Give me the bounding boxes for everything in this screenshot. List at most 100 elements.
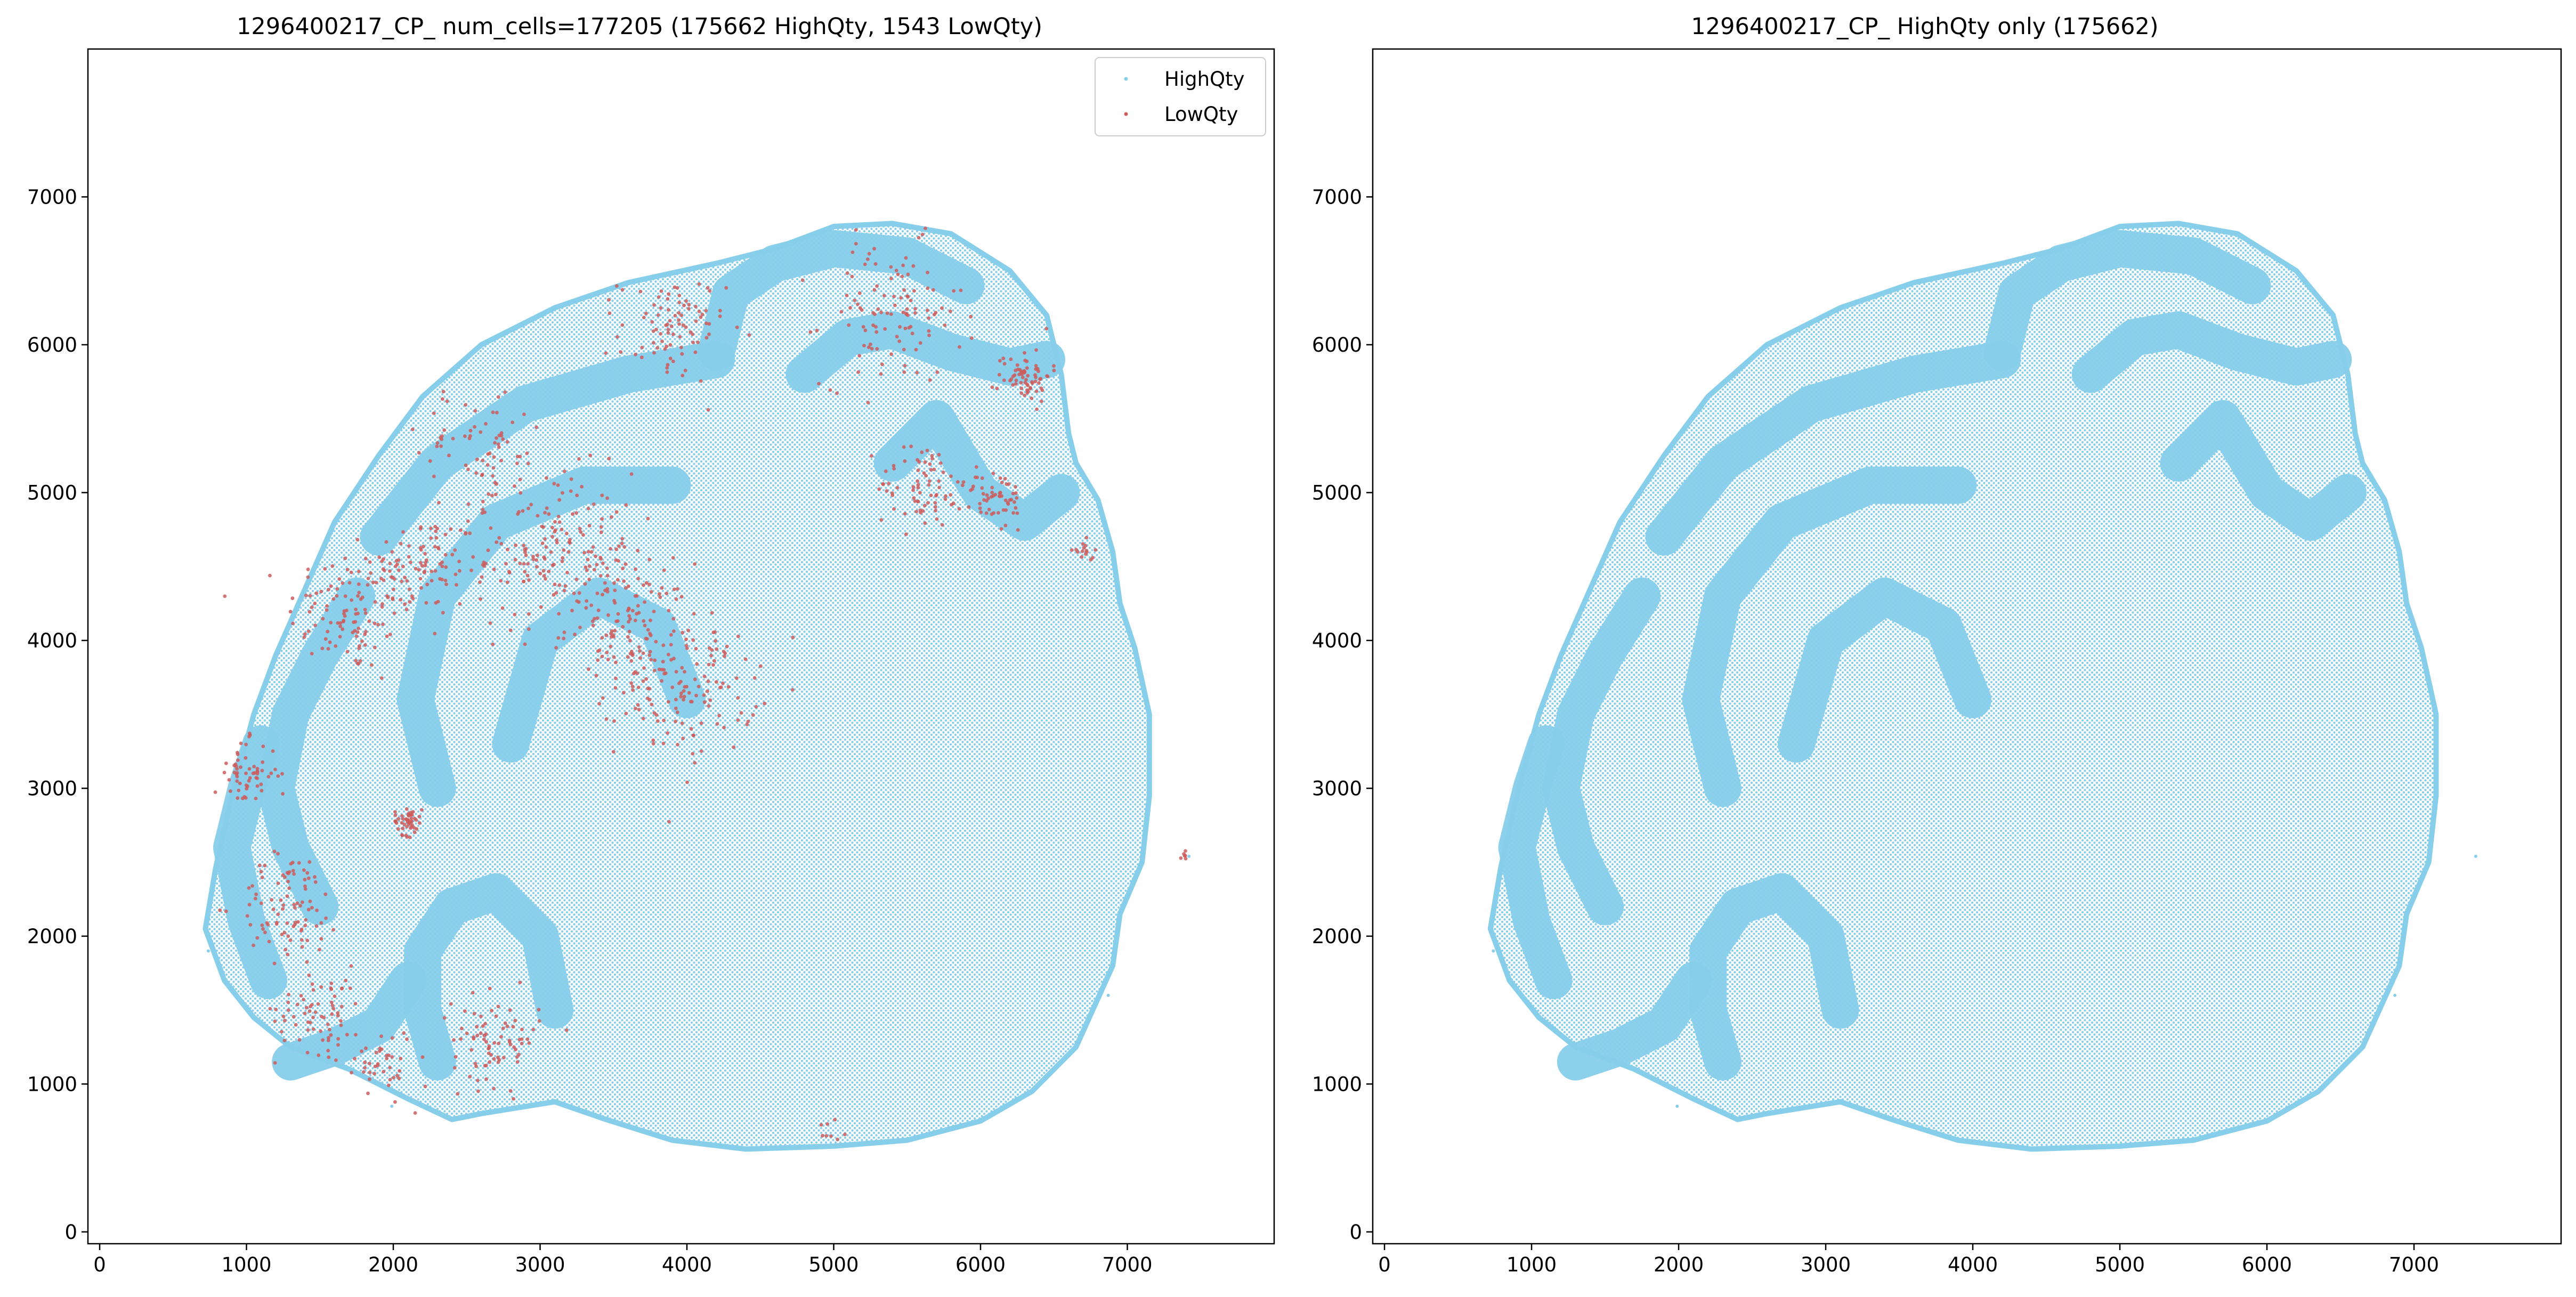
lowqty-point	[331, 597, 336, 601]
lowqty-point	[829, 1134, 833, 1138]
lowqty-point	[662, 568, 666, 572]
lowqty-point	[1000, 481, 1004, 484]
lowqty-point	[349, 964, 353, 968]
lowqty-point	[536, 514, 540, 518]
lowqty-point	[303, 632, 307, 636]
lowqty-point	[236, 758, 240, 762]
lowqty-point	[884, 469, 888, 473]
lowqty-point	[485, 463, 490, 467]
lowqty-point	[473, 425, 476, 429]
lowqty-point	[679, 595, 684, 599]
lowqty-point	[343, 594, 347, 598]
lowqty-point	[683, 685, 687, 689]
lowqty-point	[440, 564, 444, 569]
lowqty-point	[657, 592, 661, 596]
lowqty-point	[671, 359, 675, 363]
lowqty-point	[666, 322, 669, 327]
lowqty-point	[579, 530, 583, 534]
lowqty-point	[550, 525, 554, 530]
lowqty-point	[390, 1055, 394, 1059]
lowqty-point	[601, 696, 605, 700]
lowqty-point	[506, 547, 509, 552]
lowqty-point	[329, 621, 333, 625]
lowqty-point	[687, 303, 691, 307]
lowqty-point	[613, 588, 617, 593]
lowqty-point	[879, 310, 883, 314]
lowqty-point	[911, 264, 916, 268]
lowqty-point	[845, 294, 849, 297]
lowqty-point	[870, 346, 874, 351]
lowqty-point	[1014, 485, 1017, 489]
highqty-outlier-point	[1675, 1104, 1679, 1108]
lowqty-point	[273, 1061, 277, 1065]
lowqty-point	[1008, 498, 1012, 502]
lowqty-point	[571, 512, 574, 516]
lowqty-point	[885, 489, 889, 493]
lowqty-point	[1030, 396, 1034, 400]
lowqty-point	[563, 584, 568, 588]
lowqty-point	[1034, 367, 1038, 371]
lowqty-point	[377, 555, 382, 560]
lowqty-point	[440, 578, 444, 581]
lowqty-point	[866, 401, 870, 404]
lowqty-point	[283, 947, 288, 952]
lowqty-point	[839, 310, 844, 314]
lowqty-point	[587, 524, 592, 528]
lowqty-point	[927, 329, 931, 333]
lowqty-point	[526, 562, 530, 566]
lowqty-point	[417, 815, 422, 818]
lowqty-point	[669, 633, 673, 637]
lowqty-point	[1023, 393, 1027, 398]
lowqty-point	[949, 502, 953, 507]
lowqty-point	[290, 596, 295, 601]
lowqty-point	[303, 887, 307, 891]
lowqty-point	[1006, 502, 1010, 506]
lowqty-point	[581, 533, 585, 537]
lowqty-point	[342, 612, 346, 615]
lowqty-point	[409, 561, 412, 564]
lowqty-point	[1038, 377, 1042, 382]
lowqty-point	[391, 596, 395, 600]
lowqty-point	[385, 634, 389, 638]
lowqty-point	[647, 653, 651, 658]
lowqty-point	[491, 474, 495, 478]
lowqty-point	[985, 499, 989, 503]
lowqty-point	[646, 628, 650, 632]
lowqty-point	[652, 669, 657, 672]
lowqty-point	[1033, 373, 1037, 377]
lowqty-point	[335, 594, 339, 598]
lowqty-point	[585, 568, 589, 572]
lowqty-point	[675, 710, 679, 715]
lowqty-point	[577, 600, 581, 604]
lowqty-point	[970, 336, 974, 340]
lowqty-point	[882, 294, 886, 298]
lowqty-point	[453, 548, 457, 552]
lowqty-point	[671, 332, 675, 336]
lowqty-point	[336, 1014, 340, 1018]
lowqty-point	[560, 560, 564, 563]
lowqty-point	[398, 1069, 402, 1073]
lowqty-point	[682, 303, 686, 307]
lowqty-point	[552, 482, 556, 486]
lowqty-point	[895, 335, 899, 339]
lowqty-point	[236, 752, 240, 756]
lowqty-point	[520, 1041, 524, 1045]
lowqty-point	[490, 1009, 493, 1012]
lowqty-point	[998, 359, 1002, 363]
lowqty-point	[330, 564, 335, 568]
lowqty-point	[508, 1008, 512, 1012]
lowqty-point	[474, 471, 479, 475]
lowqty-point	[433, 524, 437, 529]
lowqty-point	[857, 354, 862, 358]
lowqty-point	[681, 736, 685, 741]
lowqty-point	[906, 272, 910, 277]
lowqty-point	[909, 298, 913, 303]
lowqty-point	[486, 452, 490, 456]
lowqty-point	[693, 562, 697, 566]
lowqty-point	[672, 629, 676, 633]
lowqty-point	[690, 700, 694, 704]
lowqty-point	[414, 818, 418, 822]
lowqty-point	[436, 547, 441, 550]
lowqty-point	[401, 564, 405, 569]
lowqty-point	[501, 437, 505, 441]
